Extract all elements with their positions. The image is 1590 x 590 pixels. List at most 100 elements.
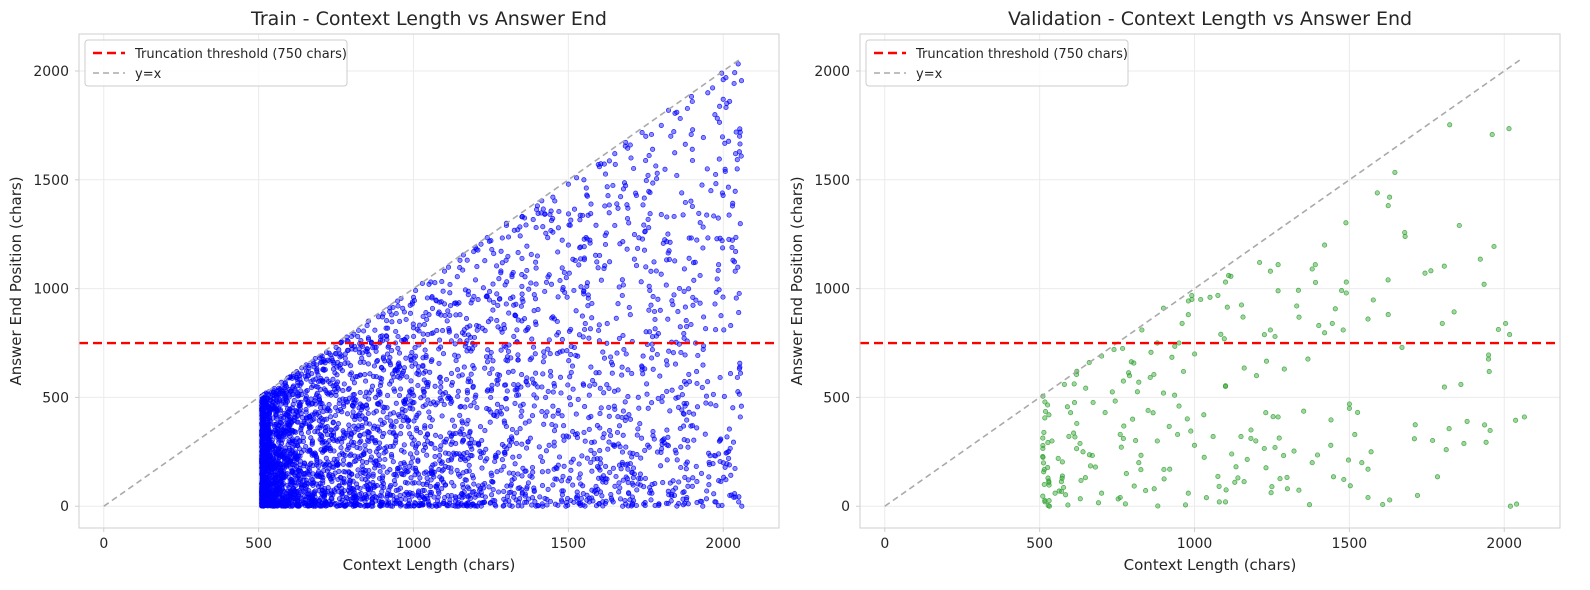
train-point-3695: [387, 355, 393, 361]
train-point-1875: [600, 349, 606, 355]
train-point-1781: [621, 346, 627, 353]
train-point-606: [682, 141, 688, 147]
train-point-1997: [298, 430, 304, 436]
train-point-3476: [351, 400, 357, 406]
train-point-1662: [408, 460, 414, 466]
train-point-3658: [531, 488, 537, 495]
train-point-2866: [540, 503, 546, 509]
validation-point-259: [1201, 412, 1207, 418]
train-point-3002: [339, 490, 345, 496]
validation-point-209: [1365, 494, 1371, 501]
train-point-1147: [420, 362, 426, 368]
train-point-507: [566, 270, 572, 276]
train-point-2326: [568, 352, 574, 358]
train-point-2745: [607, 259, 613, 265]
validation-point-212: [1359, 460, 1365, 466]
train-point-2777: [576, 500, 582, 506]
train-point-2842: [489, 366, 495, 372]
train-point-272: [529, 464, 536, 471]
train-point-1041: [428, 401, 434, 407]
train-point-3976: [674, 172, 680, 179]
train-point-1097: [682, 352, 688, 358]
train-point-3499: [700, 362, 706, 368]
train-point-3537: [445, 395, 451, 401]
train-point-2782: [614, 201, 620, 207]
train-point-1892: [653, 268, 659, 274]
train-point-3344: [343, 502, 349, 509]
train-point-3067: [586, 392, 592, 398]
train-point-531: [555, 329, 561, 336]
validation-point-82: [1192, 351, 1198, 357]
train-point-2977: [387, 360, 393, 366]
train-point-176: [466, 462, 472, 468]
validation-point-157: [1184, 416, 1190, 422]
train-point-3767: [330, 419, 336, 425]
train-point-971: [565, 478, 571, 484]
train-point-3069: [510, 454, 516, 460]
train-point-2467: [463, 477, 469, 483]
train-point-1876: [398, 386, 404, 392]
train-point-3706: [575, 493, 581, 499]
train-point-3806: [259, 420, 265, 426]
train-point-2253: [529, 336, 535, 342]
validation-point-152: [1078, 477, 1084, 484]
train-point-3733: [491, 299, 497, 305]
train-point-2576: [362, 371, 368, 378]
train-point-424: [633, 263, 640, 269]
train-point-3996: [364, 349, 370, 355]
train-point-1232: [380, 464, 386, 470]
validation-point-69: [1477, 256, 1483, 262]
train-point-622: [506, 470, 512, 476]
train-point-1376: [540, 359, 546, 365]
train-point-1871: [348, 370, 355, 376]
train-point-2285: [287, 445, 293, 451]
train-point-2950: [332, 412, 339, 419]
train-point-719: [408, 378, 414, 384]
train-point-3659: [671, 492, 678, 498]
train-point-2693: [730, 257, 736, 263]
train-point-1208: [576, 262, 582, 268]
train-point-270: [601, 266, 607, 272]
train-point-3352: [672, 258, 678, 264]
train-point-1882: [338, 445, 344, 451]
train-point-321: [646, 283, 652, 289]
train-point-1356: [646, 153, 652, 159]
train-point-1315: [354, 481, 360, 487]
train-point-3953: [581, 177, 587, 183]
train-point-2756: [348, 486, 354, 492]
train-point-6: [703, 496, 710, 502]
validation-point-72: [1042, 415, 1048, 421]
train-point-3892: [589, 468, 595, 474]
train-point-2260: [364, 460, 370, 466]
train-point-3726: [417, 500, 423, 506]
train-point-352: [524, 267, 530, 274]
train-point-45: [425, 397, 431, 403]
train-point-3030: [365, 491, 372, 497]
train-point-2963: [638, 476, 644, 482]
train-point-1392: [422, 425, 428, 431]
train-point-3343: [456, 300, 462, 306]
train-point-1858: [499, 260, 505, 266]
train-point-3740: [619, 372, 625, 378]
train-point-3766: [288, 458, 294, 464]
validation-point-220: [1238, 434, 1244, 440]
train-point-1406: [509, 503, 515, 509]
train-point-460: [620, 239, 626, 245]
train-point-3091: [439, 476, 445, 482]
train-point-158: [678, 464, 684, 471]
train-point-3180: [559, 265, 565, 271]
train-point-1558: [472, 494, 478, 500]
validation-point-203: [1414, 492, 1421, 498]
validation-point-258: [1191, 442, 1198, 448]
validation-point-87: [1172, 392, 1178, 398]
train-point-304: [654, 351, 660, 358]
train-point-3286: [680, 410, 686, 416]
train-point-3853: [580, 212, 586, 219]
train-point-3760: [357, 359, 363, 365]
train-point-348: [650, 180, 656, 186]
validation-point-186: [1226, 273, 1232, 279]
train-point-3599: [532, 351, 538, 357]
validation-point-171: [1066, 433, 1072, 439]
train-point-3769: [308, 418, 314, 424]
train-point-2223: [393, 400, 399, 406]
